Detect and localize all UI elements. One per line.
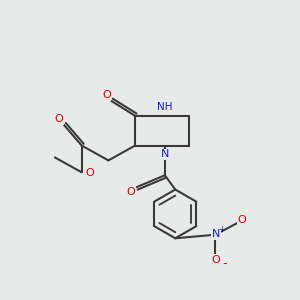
Text: +: + bbox=[218, 225, 225, 234]
Text: N: N bbox=[161, 149, 169, 160]
Text: O: O bbox=[102, 90, 111, 100]
Text: O: O bbox=[54, 114, 63, 124]
Text: O: O bbox=[85, 168, 94, 178]
Text: NH: NH bbox=[158, 102, 173, 112]
Text: N: N bbox=[212, 229, 220, 239]
Text: O: O bbox=[238, 215, 247, 225]
Text: O: O bbox=[212, 255, 220, 265]
Text: O: O bbox=[126, 187, 135, 196]
Text: -: - bbox=[222, 257, 226, 270]
